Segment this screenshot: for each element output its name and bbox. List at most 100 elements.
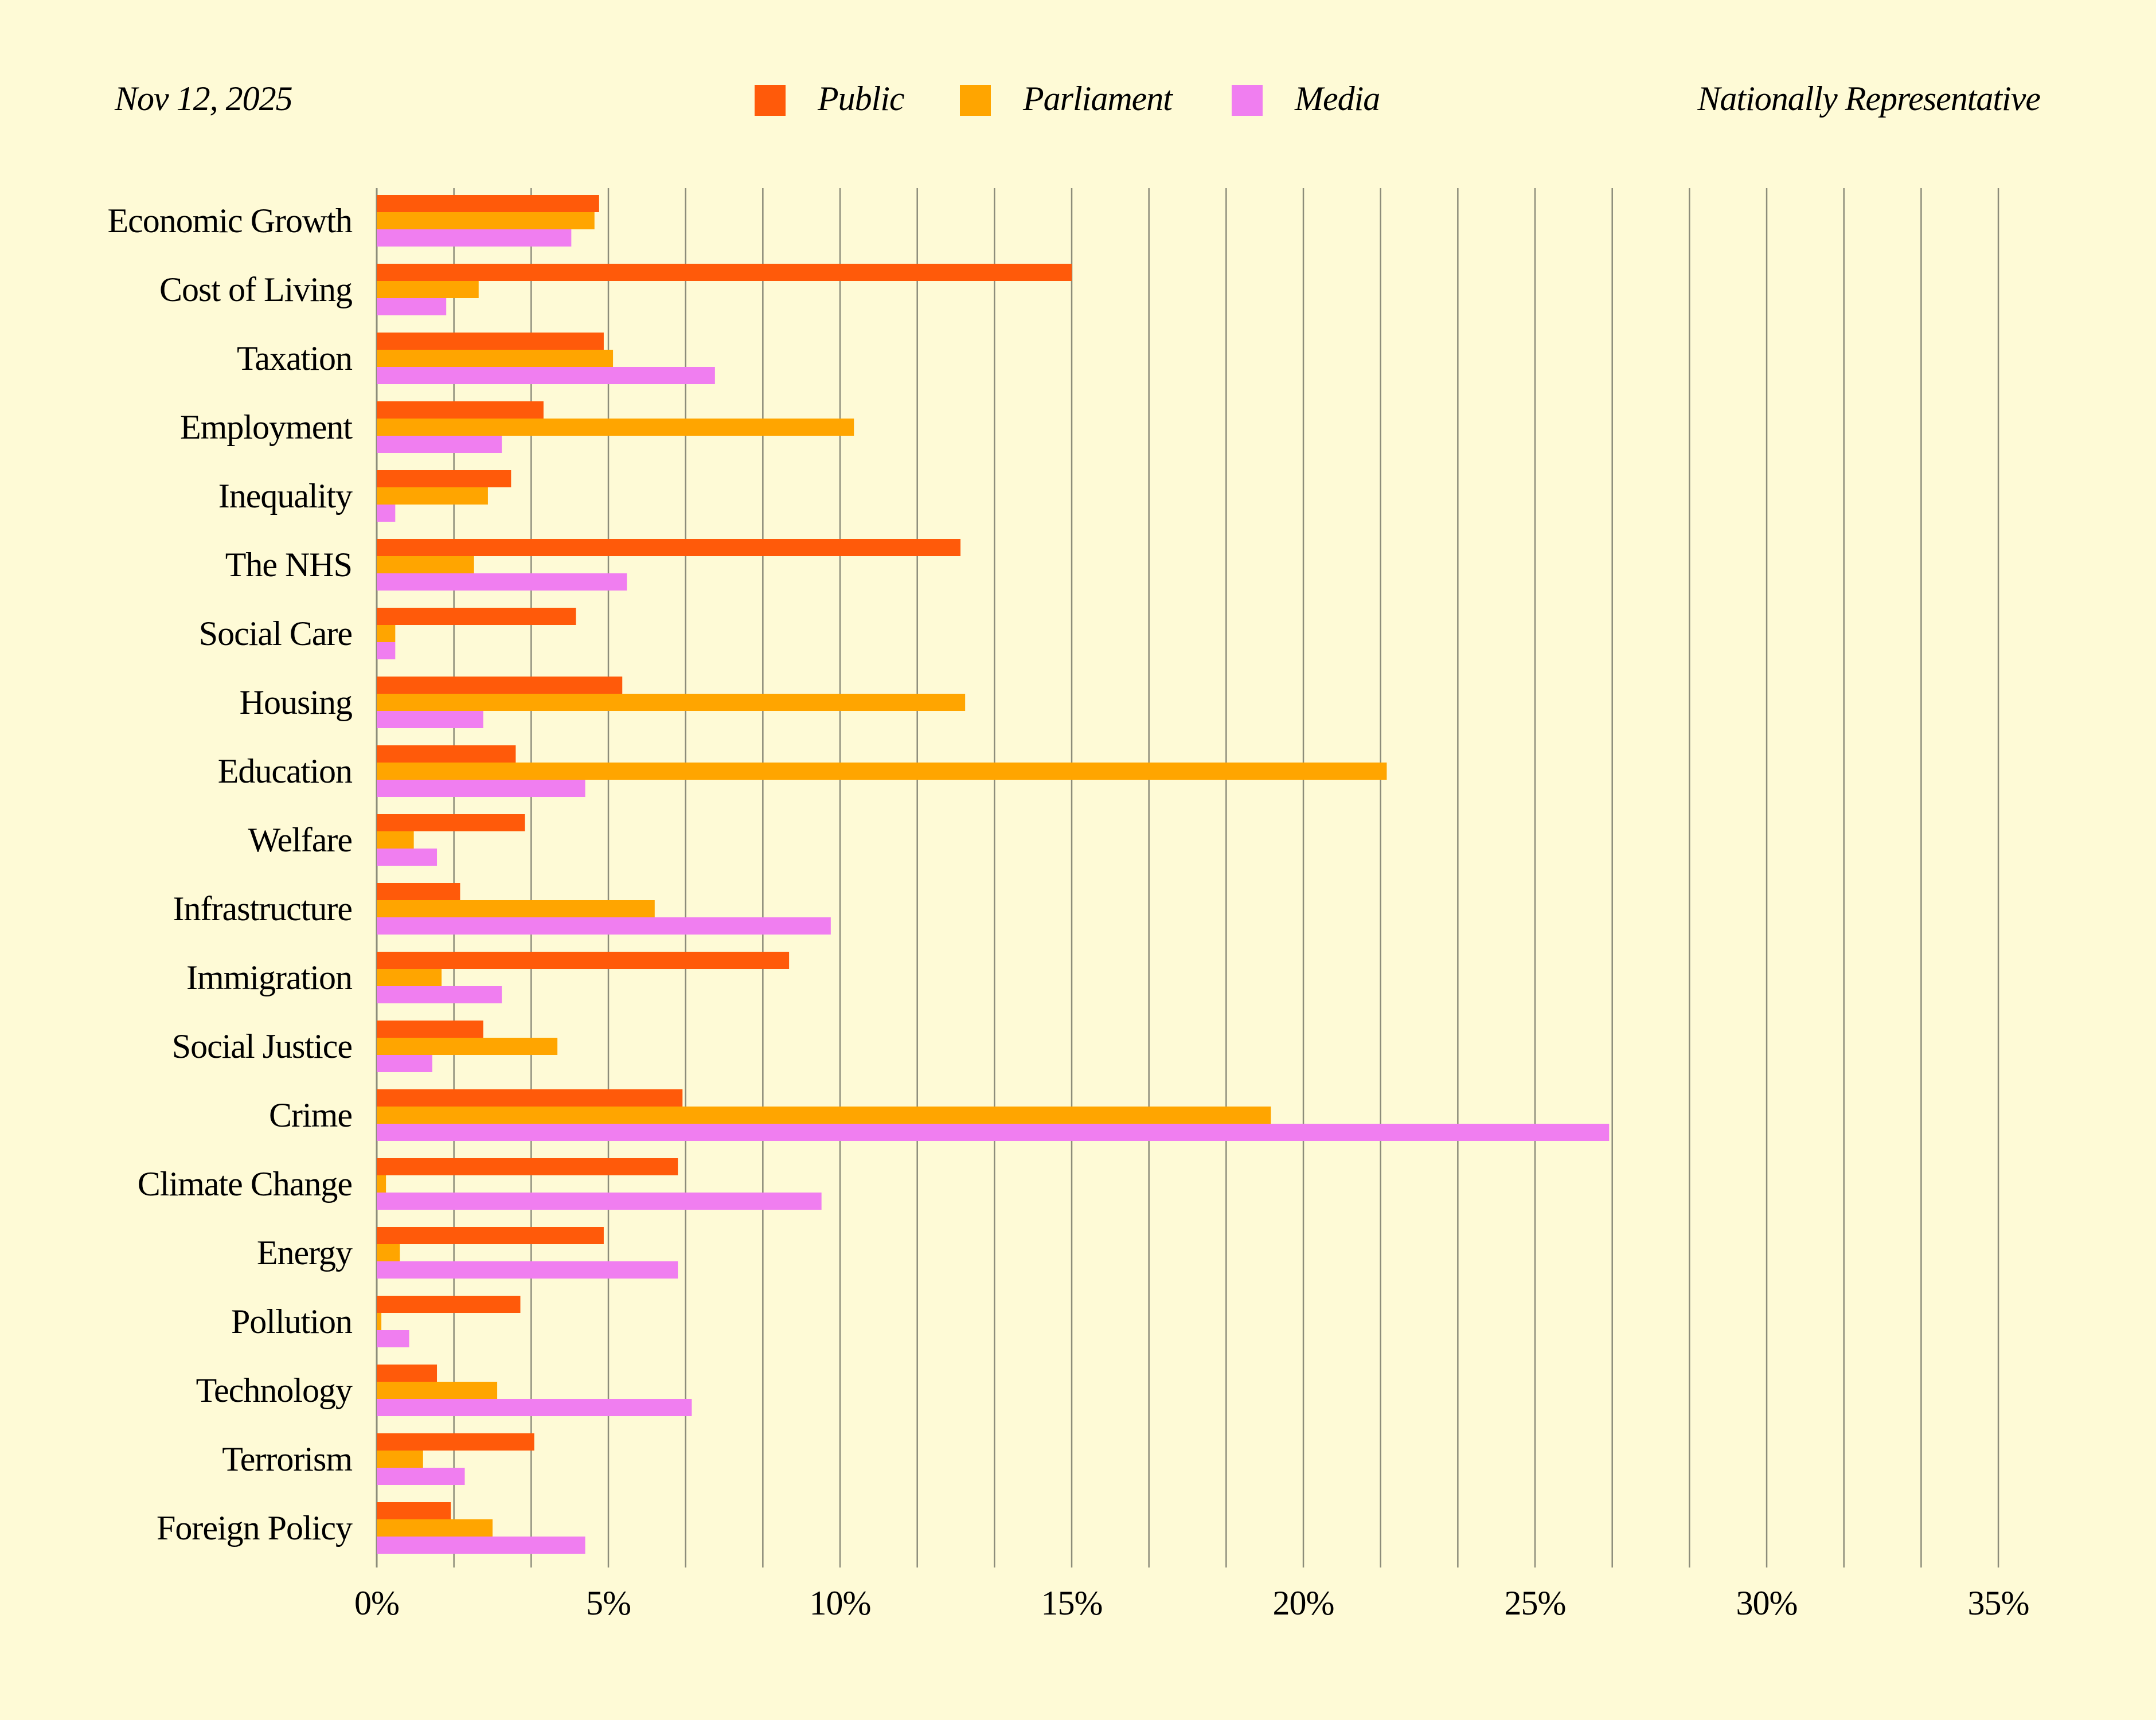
date-label: Nov 12, 2025 — [114, 80, 292, 118]
category-label: Immigration — [186, 959, 353, 996]
bar-parliament — [377, 487, 488, 505]
category-label: Employment — [180, 408, 353, 446]
category-label: Housing — [240, 683, 352, 721]
bar-public — [377, 1365, 438, 1382]
category-label: Education — [218, 752, 353, 790]
category-label: Foreign Policy — [157, 1509, 353, 1547]
bar-media — [377, 917, 831, 935]
bar-public — [377, 952, 790, 969]
bar-parliament — [377, 831, 414, 849]
bar-parliament — [377, 556, 474, 573]
bar-parliament — [377, 281, 479, 298]
bar-parliament — [377, 1451, 423, 1468]
bar-public — [377, 1502, 451, 1519]
bar-media — [377, 436, 502, 453]
legend-label-public: Public — [817, 80, 904, 118]
bar-public — [377, 264, 1072, 281]
legend-label-parliament: Parliament — [1022, 80, 1173, 118]
category-label: Cost of Living — [159, 271, 352, 308]
bar-media — [377, 986, 502, 1003]
x-tick-label: 0% — [354, 1584, 399, 1622]
category-label: Social Care — [199, 615, 352, 652]
bar-media — [377, 1399, 692, 1416]
bar-parliament — [377, 763, 1387, 780]
bar-public — [377, 883, 460, 900]
bar-media — [377, 298, 447, 315]
bar-parliament — [377, 1313, 382, 1330]
legend-swatch-media — [1232, 85, 1263, 116]
legend: Public Parliament Media — [755, 80, 1380, 118]
bar-public — [377, 333, 604, 350]
category-labels: Economic Growth Cost of Living Taxation Emp… — [107, 202, 353, 1547]
sample-label: Nationally Representative — [1697, 80, 2040, 118]
bar-public — [377, 539, 961, 556]
bar-parliament — [377, 625, 396, 642]
bar-media — [377, 780, 585, 797]
category-label: Social Justice — [172, 1027, 352, 1065]
category-label: Crime — [269, 1096, 352, 1134]
bar-parliament — [377, 1244, 400, 1261]
bar-media — [377, 573, 627, 591]
bar-parliament — [377, 212, 595, 229]
bar-public — [377, 470, 511, 487]
bar-parliament — [377, 900, 655, 917]
bar-media — [377, 1124, 1610, 1141]
x-tick-label: 15% — [1041, 1584, 1103, 1622]
bar-media — [377, 1261, 678, 1279]
bar-media — [377, 367, 715, 384]
category-label: Pollution — [231, 1303, 353, 1340]
category-label: Welfare — [248, 821, 352, 859]
bar-media — [377, 849, 438, 866]
bar-media — [377, 1537, 585, 1554]
bar-media — [377, 642, 396, 659]
bar-media — [377, 505, 396, 522]
bar-parliament — [377, 1107, 1271, 1124]
bar-parliament — [377, 419, 854, 436]
bar-media — [377, 229, 572, 247]
bar-public — [377, 1433, 534, 1451]
x-tick-label: 10% — [810, 1584, 871, 1622]
bar-parliament — [377, 694, 966, 711]
x-tick-label: 25% — [1505, 1584, 1566, 1622]
bar-media — [377, 1055, 432, 1072]
bar-public — [377, 195, 599, 212]
category-label: Inequality — [218, 477, 353, 515]
bar-public — [377, 677, 623, 694]
bar-public — [377, 1089, 683, 1107]
category-label: Infrastructure — [173, 890, 352, 928]
bar-media — [377, 1468, 465, 1485]
bar-parliament — [377, 1519, 493, 1537]
bar-public — [377, 1158, 678, 1175]
bar-public — [377, 401, 544, 419]
legend-swatch-parliament — [960, 85, 991, 116]
x-axis-tick-labels: 0% 5% 10% 15% 20% 25% 30% 35% — [354, 1584, 2029, 1622]
bar-public — [377, 814, 525, 831]
bar-parliament — [377, 1382, 498, 1399]
bar-public — [377, 608, 576, 625]
legend-label-media: Media — [1294, 80, 1380, 118]
bar-public — [377, 745, 516, 763]
category-label: Climate Change — [138, 1165, 352, 1203]
x-tick-label: 20% — [1273, 1584, 1334, 1622]
category-label: Energy — [257, 1234, 353, 1272]
bar-public — [377, 1296, 521, 1313]
bar-public — [377, 1021, 483, 1038]
x-tick-label: 5% — [586, 1584, 631, 1622]
bars — [377, 195, 1610, 1554]
bar-parliament — [377, 969, 442, 986]
x-tick-label: 35% — [1968, 1584, 2029, 1622]
x-tick-label: 30% — [1736, 1584, 1798, 1622]
bar-public — [377, 1227, 604, 1244]
legend-swatch-public — [755, 85, 786, 116]
category-label: Economic Growth — [107, 202, 353, 240]
bar-parliament — [377, 1038, 558, 1055]
category-label: Technology — [196, 1371, 353, 1409]
bar-parliament — [377, 350, 614, 367]
bar-parliament — [377, 1175, 386, 1193]
category-label: The NHS — [225, 546, 352, 584]
category-label: Taxation — [237, 339, 353, 377]
category-label: Terrorism — [222, 1440, 352, 1478]
bar-media — [377, 1193, 822, 1210]
